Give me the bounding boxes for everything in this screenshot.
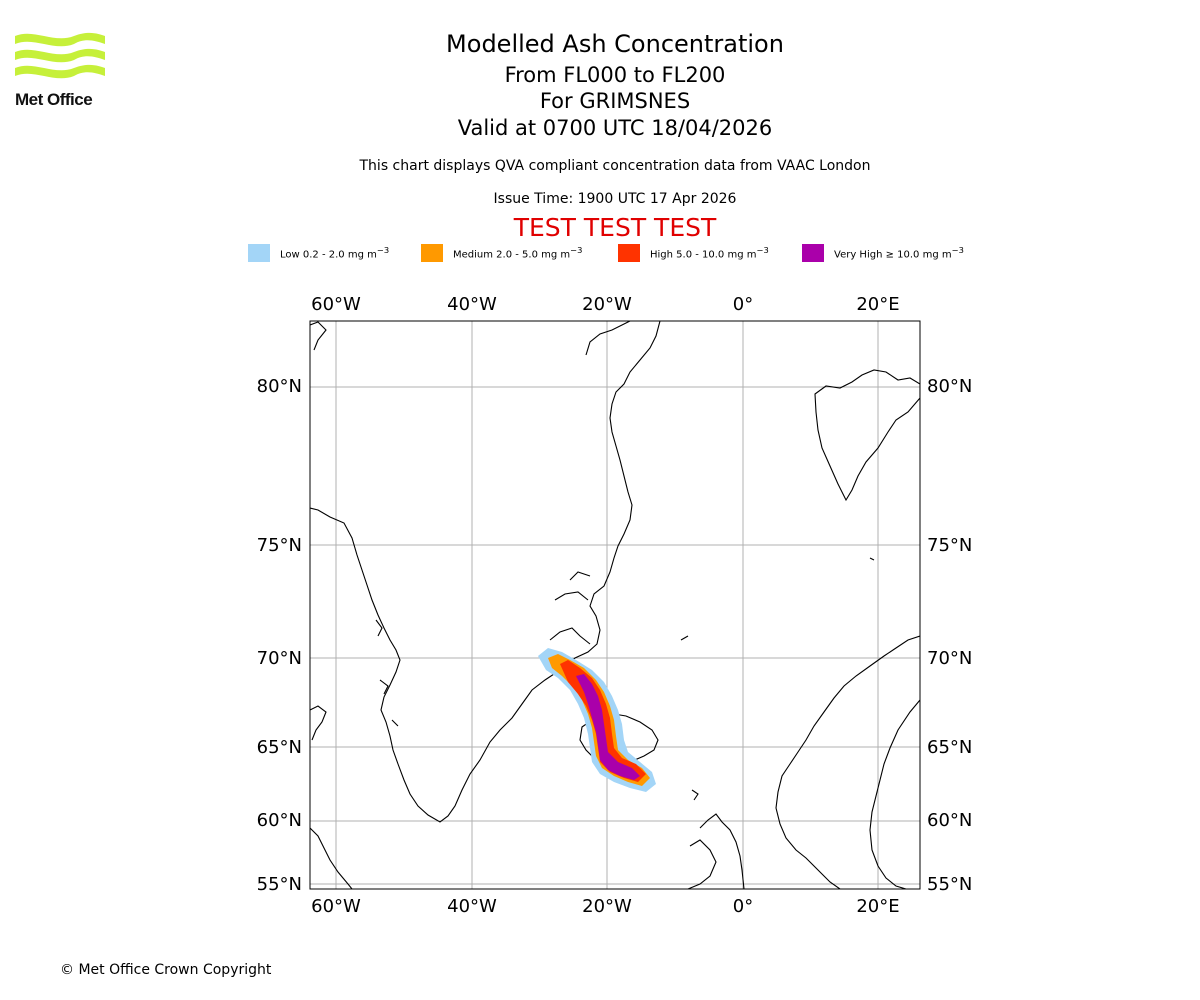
- coastlines: [310, 321, 920, 889]
- lat-label-left: 55°N: [257, 874, 302, 895]
- coastline-scandinavia: [775, 635, 920, 889]
- met-office-logo: [15, 32, 105, 79]
- lon-label-top: 40°W: [447, 294, 497, 315]
- compliance-note: This chart displays QVA compliant concen…: [359, 158, 871, 174]
- lon-label-bottom: 60°W: [311, 896, 361, 917]
- legend-item-high: High 5.0 - 10.0 mg m−3: [618, 244, 769, 262]
- lat-label-left: 80°N: [257, 376, 302, 397]
- lon-label-bottom: 20°W: [582, 896, 632, 917]
- issue-time: Issue Time: 1900 UTC 17 Apr 2026: [493, 191, 737, 207]
- lon-label-bottom: 40°W: [447, 896, 497, 917]
- map-frame: [309, 320, 921, 890]
- legend-label-medium: Medium 2.0 - 5.0 mg m−3: [453, 245, 583, 261]
- logo-wordmark: Met Office: [15, 90, 93, 109]
- lon-label-bottom: 20°E: [856, 896, 899, 917]
- valid-time: Valid at 0700 UTC 18/04/2026: [457, 116, 773, 140]
- lat-label-right: 60°N: [927, 810, 972, 831]
- lat-label-right: 65°N: [927, 737, 972, 758]
- legend-swatch-low: [248, 244, 270, 262]
- legend-swatch-high: [618, 244, 640, 262]
- legend-label-very-high: Very High ≥ 10.0 mg m−3: [834, 245, 964, 261]
- chart-title: Modelled Ash Concentration: [446, 30, 784, 58]
- legend-item-very-high: Very High ≥ 10.0 mg m−3: [802, 244, 964, 262]
- lat-label-left: 70°N: [257, 648, 302, 669]
- lon-label-bottom: 0°: [733, 896, 753, 917]
- lat-label-right: 75°N: [927, 535, 972, 556]
- lon-label-top: 60°W: [311, 294, 361, 315]
- coastline-svalbard: [814, 369, 920, 502]
- lat-label-right: 70°N: [927, 648, 972, 669]
- lat-label-left: 65°N: [257, 737, 302, 758]
- volcano-name: For GRIMSNES: [539, 89, 691, 113]
- test-banner: TEST TEST TEST: [513, 213, 717, 242]
- lat-label-right: 80°N: [927, 376, 972, 397]
- legend-label-low: Low 0.2 - 2.0 mg m−3: [280, 245, 390, 261]
- lon-label-top: 20°E: [856, 294, 899, 315]
- lat-label-left: 75°N: [257, 535, 302, 556]
- legend-swatch-medium: [421, 244, 443, 262]
- ash-plume: [538, 648, 656, 792]
- legend-swatch-very-high: [802, 244, 824, 262]
- ash-very-high-region: [576, 674, 640, 780]
- legend-item-low: Low 0.2 - 2.0 mg m−3: [248, 244, 389, 262]
- copyright-notice: © Met Office Crown Copyright: [60, 962, 272, 978]
- map-area: [310, 321, 920, 889]
- legend-label-high: High 5.0 - 10.0 mg m−3: [650, 245, 769, 261]
- lon-label-top: 20°W: [582, 294, 632, 315]
- lat-label-left: 60°N: [257, 810, 302, 831]
- coastline-uk: [699, 813, 745, 889]
- flight-level-range: From FL000 to FL200: [504, 63, 726, 87]
- gridlines: [310, 321, 920, 889]
- lat-label-right: 55°N: [927, 874, 972, 895]
- legend-item-medium: Medium 2.0 - 5.0 mg m−3: [421, 244, 582, 262]
- coastline-greenland: [310, 321, 661, 823]
- lon-label-top: 0°: [733, 294, 753, 315]
